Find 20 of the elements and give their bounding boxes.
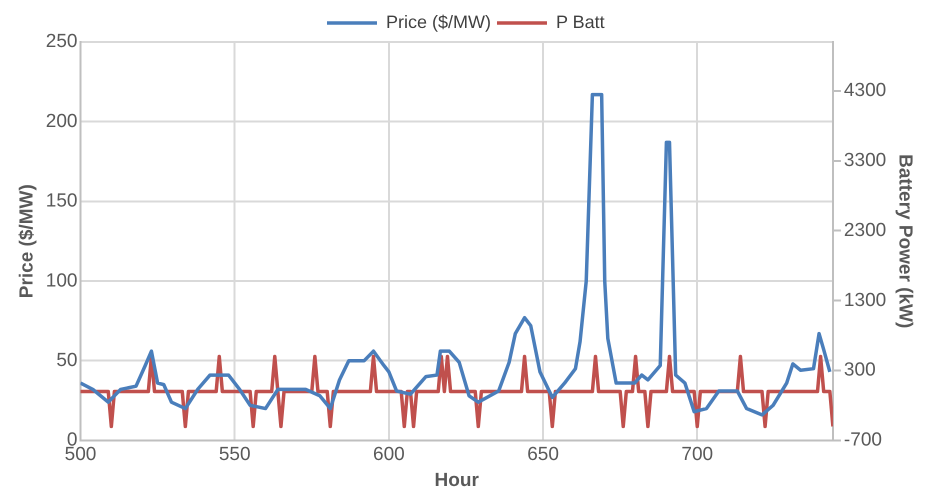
y2-tick-label: 3300	[844, 150, 886, 172]
x-tick-label: 550	[218, 444, 251, 466]
y2-tick-label: 300	[844, 360, 876, 381]
x-tick-label: 700	[681, 444, 714, 466]
x-axis-title: Hour	[434, 470, 480, 491]
x-tick-label: 650	[527, 444, 559, 466]
legend-label: P Batt	[556, 12, 605, 32]
y-tick-label: 100	[46, 270, 78, 292]
y2-axis-title: Battery Power (kW)	[894, 154, 916, 328]
y2-tick-label: -700	[844, 430, 882, 451]
legend-label: Price ($/MW)	[386, 12, 491, 32]
y-tick-label: 150	[46, 190, 78, 212]
y2-tick-label: 2300	[844, 220, 886, 241]
y2-tick-label: 4300	[844, 80, 886, 102]
y2-tick-label: 1300	[844, 290, 886, 311]
y-tick-label: 200	[46, 110, 78, 132]
y-axis-title: Price ($/MW)	[16, 184, 38, 298]
y-tick-label: 250	[46, 31, 78, 52]
y-tick-label: 50	[56, 350, 78, 371]
x-tick-label: 600	[373, 444, 405, 466]
